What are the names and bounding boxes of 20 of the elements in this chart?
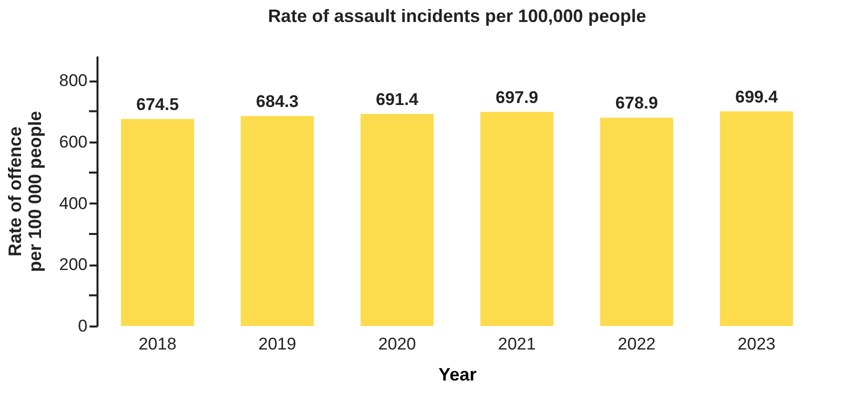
y-tick-label: 400 <box>59 194 88 213</box>
y-tick-label: 800 <box>59 71 88 90</box>
x-tick-label: 2019 <box>258 334 296 354</box>
x-tick-label: 2018 <box>138 334 176 354</box>
x-tick-label: 2022 <box>618 334 656 354</box>
data-label: 699.4 <box>735 87 778 106</box>
x-tick-label: 2023 <box>738 334 776 354</box>
y-tick-label: 600 <box>59 132 88 152</box>
y-tick-label: 200 <box>59 255 88 274</box>
data-label: 684.3 <box>256 92 299 112</box>
x-axis-title: Year <box>438 364 477 384</box>
data-label: 674.5 <box>136 95 179 114</box>
x-tick-label: 2021 <box>498 334 536 354</box>
y-tick-label: 0 <box>78 316 88 336</box>
data-label: 678.9 <box>615 94 658 113</box>
data-label: 697.9 <box>496 88 538 107</box>
chart-title: Rate of assault incidents per 100,000 people <box>268 6 646 26</box>
x-tick-label: 2020 <box>378 334 416 354</box>
y-axis-title: Rate of offence per 100 000 people <box>5 110 46 272</box>
data-label: 691.4 <box>376 90 419 109</box>
